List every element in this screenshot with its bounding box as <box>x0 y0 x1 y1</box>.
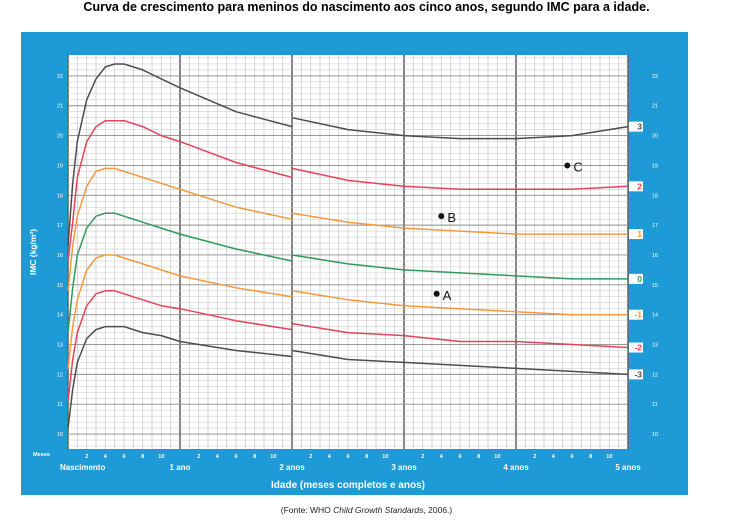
y-tick-label-right: 20 <box>652 134 658 140</box>
y-tick-label-right: 17 <box>652 223 658 229</box>
series-label-z2: 2 <box>637 181 642 191</box>
point-A <box>433 290 440 297</box>
month-tick-label: 2 <box>421 454 424 460</box>
month-tick-label: 10 <box>382 454 388 460</box>
y-tick-label-left: 13 <box>57 343 63 349</box>
y-tick-label-left: 15 <box>57 283 63 289</box>
y-tick-label-right: 11 <box>652 402 658 408</box>
series-line-z0 <box>67 212 628 333</box>
y-tick-label-left: 18 <box>57 193 63 199</box>
y-tick-label-right: 16 <box>652 253 658 259</box>
month-tick-label: 6 <box>570 454 573 460</box>
month-tick-label: 8 <box>477 454 480 460</box>
y-tick-label-right: 12 <box>652 372 658 378</box>
month-tick-label: 6 <box>458 454 461 460</box>
y-tick-label-left: 14 <box>57 313 63 319</box>
y-tick-label-left: 16 <box>57 253 63 259</box>
series-label-bg <box>629 369 643 380</box>
series-line-z-2 <box>67 290 629 402</box>
series-label-bg <box>629 309 643 320</box>
y-tick-label-left: 17 <box>57 223 63 229</box>
series-label-z0: 0 <box>637 274 642 284</box>
y-tick-label-right: 22 <box>652 74 658 80</box>
y-tick-label-right: 21 <box>652 104 658 110</box>
month-tick-label: 2 <box>309 454 312 460</box>
month-tick-label: 10 <box>270 454 276 460</box>
y-tick-label-left: 11 <box>57 402 63 408</box>
series-line-z-1 <box>67 254 628 369</box>
series-label-bg <box>629 273 643 284</box>
y-tick-label-right: 14 <box>652 313 658 319</box>
point-B <box>438 213 445 220</box>
y-tick-label-left: 20 <box>57 134 63 140</box>
series-label-bg <box>629 181 643 192</box>
source-italic: Child Growth Standards <box>333 505 424 515</box>
y-tick-label-right: 15 <box>652 283 658 289</box>
month-tick-label: 8 <box>589 454 592 460</box>
x-axis-label: Idade (meses completos e anos) <box>271 480 425 491</box>
y-tick-label-left: 12 <box>57 372 63 378</box>
series-label-bg <box>629 121 643 132</box>
series-label-bg <box>629 342 643 353</box>
month-tick-label: 8 <box>253 454 256 460</box>
year-label: 5 anos <box>615 463 641 472</box>
y-tick-label-right: 19 <box>652 163 658 169</box>
y-tick-label-left: 19 <box>57 163 63 169</box>
series-line-z1 <box>67 167 628 291</box>
source-caption: (Fonte: WHO Child Growth Standards, 2006… <box>0 505 733 515</box>
series-line-z-3 <box>67 325 629 429</box>
month-tick-label: 6 <box>234 454 237 460</box>
year-label: 4 anos <box>503 463 529 472</box>
y-tick-label-left: 10 <box>57 432 63 438</box>
y-tick-label-left: 21 <box>57 104 63 110</box>
y-axis-label: IMC (kg/m²) <box>28 229 38 275</box>
series-line-z3 <box>67 63 629 247</box>
month-tick-label: 6 <box>122 454 125 460</box>
year-label: 3 anos <box>391 463 417 472</box>
series-label-z-3: -3 <box>634 369 642 379</box>
series-label-z1: 1 <box>637 229 642 239</box>
month-tick-label: 8 <box>365 454 368 460</box>
series-label-z-1: -1 <box>634 310 642 320</box>
y-tick-label-right: 10 <box>652 432 658 438</box>
month-tick-label: 4 <box>104 454 108 460</box>
series-label-z3: 3 <box>637 122 642 132</box>
month-tick-label: 10 <box>158 454 164 460</box>
point-label-B: B <box>447 210 456 225</box>
point-C <box>564 162 571 169</box>
y-tick-label-right: 13 <box>652 343 658 349</box>
series-line-z2 <box>67 119 629 262</box>
month-tick-label: 6 <box>346 454 349 460</box>
month-tick-label: 4 <box>552 454 556 460</box>
month-tick-label: 2 <box>197 454 200 460</box>
source-suffix: , 2006.) <box>423 505 453 515</box>
month-tick-label: 8 <box>141 454 144 460</box>
month-tick-label: 4 <box>216 454 220 460</box>
year-label: 2 anos <box>279 463 305 472</box>
month-tick-label: 2 <box>85 454 88 460</box>
month-tick-label: 10 <box>606 454 612 460</box>
month-tick-label: 10 <box>494 454 500 460</box>
point-label-A: A <box>443 288 452 303</box>
months-label: Meses <box>33 452 50 458</box>
figure-title: Curva de crescimento para meninos do nas… <box>83 0 650 14</box>
series-label-z-2: -2 <box>634 343 642 353</box>
year-label: 1 ano <box>170 463 191 472</box>
month-tick-label: 4 <box>328 454 332 460</box>
source-prefix: (Fonte: WHO <box>280 505 334 515</box>
series-label-bg <box>629 229 643 240</box>
y-tick-label-right: 18 <box>652 193 658 199</box>
point-label-C: C <box>573 159 582 174</box>
y-tick-label-left: 22 <box>57 74 63 80</box>
year-label: Nascimento <box>60 463 105 472</box>
month-tick-label: 4 <box>440 454 444 460</box>
month-tick-label: 2 <box>533 454 536 460</box>
